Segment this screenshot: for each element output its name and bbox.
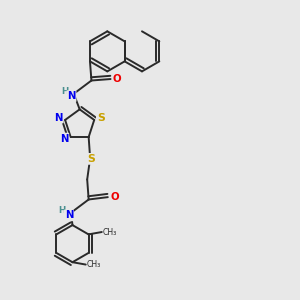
Text: H: H	[58, 206, 66, 215]
Text: H: H	[61, 87, 69, 96]
Text: S: S	[97, 112, 105, 123]
Text: N: N	[67, 91, 76, 101]
Text: N: N	[54, 112, 63, 123]
Text: CH₃: CH₃	[86, 260, 100, 269]
Text: O: O	[113, 74, 122, 84]
Text: CH₃: CH₃	[102, 227, 117, 236]
Text: N: N	[65, 210, 73, 220]
Text: N: N	[60, 134, 68, 143]
Text: O: O	[110, 192, 119, 202]
Text: S: S	[87, 154, 95, 164]
